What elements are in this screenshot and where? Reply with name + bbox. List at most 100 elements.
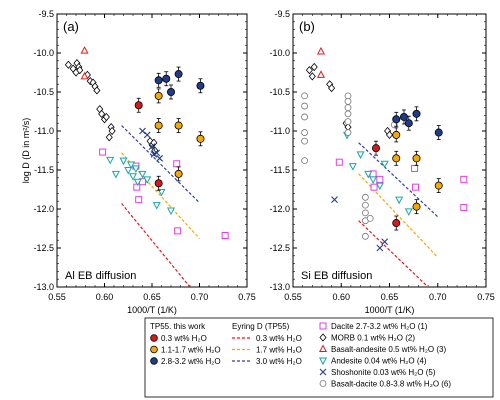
legend-this-work-label: 2.8-3.2 wt% H₂O	[161, 357, 221, 366]
x-axis-label: 1000/T (1/K)	[127, 305, 177, 315]
literature-point	[173, 160, 181, 168]
literature-point	[106, 156, 115, 165]
eyring-line	[358, 142, 439, 218]
literature-point	[361, 201, 369, 209]
literature-point	[221, 232, 229, 240]
legend-literature-label: Basalt-andesite 0.5 wt% H₂O (3)	[331, 345, 446, 354]
this-work-point	[162, 74, 171, 83]
this-work-point	[174, 169, 183, 178]
panel-label: (a)	[63, 19, 79, 34]
literature-point	[301, 113, 308, 121]
legend-literature-marker	[318, 344, 328, 352]
literature-point	[135, 196, 143, 204]
x-tick-label: 0.65	[143, 292, 161, 302]
y-tick-label: -11.5	[270, 165, 290, 175]
literature-point	[361, 232, 369, 240]
literature-point	[301, 92, 308, 100]
literature-point	[411, 164, 419, 172]
literature-point	[331, 196, 338, 204]
literature-point	[305, 66, 313, 75]
this-work-point	[392, 154, 401, 163]
literature-point	[99, 148, 107, 156]
this-work-point	[399, 112, 408, 121]
y-tick-label: -13.0	[33, 282, 54, 292]
this-work-point	[134, 101, 143, 110]
literature-point	[366, 214, 374, 222]
literature-point	[148, 143, 156, 150]
literature-point	[376, 244, 384, 252]
legend-literature-label: Basalt-dacite 0.8-3.8 wt% H₂O (6)	[331, 380, 451, 389]
legend-this-work-title: TP55. this work	[150, 322, 206, 331]
legend-this-work-marker	[150, 345, 158, 354]
panel-b: 0.55 0.60 0.65 0.70 0.75 -9.5 -10.0 -10.5 -11.0 -…	[269, 9, 494, 315]
literature-point	[127, 161, 136, 170]
this-work-point	[434, 181, 443, 190]
literature-point	[316, 70, 326, 78]
literature-point	[174, 227, 182, 235]
literature-point	[412, 183, 420, 191]
legend-literature-marker	[318, 357, 328, 366]
literature-point	[335, 158, 343, 166]
y-tick-label: -10.0	[269, 48, 290, 58]
plot-frame	[292, 13, 487, 288]
this-work-point	[174, 70, 183, 79]
literature-point	[376, 175, 384, 183]
literature-point	[344, 104, 352, 111]
this-work-point	[154, 121, 163, 130]
literature-point	[310, 62, 318, 72]
literature-point	[133, 178, 142, 187]
literature-point	[308, 72, 316, 81]
literature-point	[375, 182, 384, 191]
this-work-point	[412, 154, 421, 163]
literature-point	[143, 176, 152, 184]
this-work-point	[412, 109, 421, 118]
literature-point	[356, 151, 365, 159]
y-tick-label: -9.5	[274, 9, 290, 19]
x-axis-label: 1000/T (1/K)	[365, 305, 415, 315]
literature-point	[301, 137, 308, 145]
literature-point	[460, 203, 468, 211]
literature-point	[381, 238, 389, 246]
literature-point	[344, 118, 352, 126]
this-work-point	[371, 144, 380, 153]
x-tick-label: 0.70	[429, 292, 447, 302]
literature-point	[328, 83, 336, 93]
y-tick-label: -10.0	[33, 48, 54, 58]
y-tick-label: -9.5	[38, 9, 54, 19]
x-tick-label: 0.60	[332, 292, 350, 302]
this-work-point	[392, 219, 401, 228]
this-work-point	[196, 134, 205, 143]
literature-point	[348, 163, 357, 171]
literature-point	[316, 46, 326, 55]
legend-literature-marker	[319, 322, 327, 330]
literature-point	[369, 176, 378, 184]
literature-point	[301, 102, 308, 110]
legend-this-work-label: 0.3 wt% H₂O	[161, 334, 207, 343]
literature-point	[108, 126, 116, 136]
this-work-point	[434, 128, 443, 137]
eyring-line	[121, 203, 191, 287]
y-tick-label: -12.0	[269, 204, 290, 214]
this-work-point	[392, 115, 401, 124]
legend-this-work-marker	[150, 334, 158, 342]
plot-area	[301, 46, 468, 287]
this-work-point	[412, 202, 421, 211]
y-tick-label: -12.0	[33, 204, 54, 214]
literature-point	[138, 170, 147, 179]
literature-point	[361, 193, 369, 201]
literature-point	[111, 170, 120, 179]
y-tick-label: -12.5	[33, 243, 54, 253]
literature-point	[93, 86, 101, 95]
literature-point	[370, 183, 378, 191]
legend-literature-marker	[319, 380, 327, 387]
y-tick-label: -11.0	[270, 126, 290, 136]
literature-point	[460, 175, 468, 183]
eyring-line	[358, 173, 439, 258]
eyring-line	[121, 152, 200, 240]
literature-point	[395, 196, 404, 205]
y-tick-label: -11.0	[34, 126, 54, 136]
legend-eyring-title: Eyring D (TP55)	[232, 322, 290, 331]
literature-point	[153, 149, 161, 157]
x-tick-label: 0.75	[477, 292, 495, 302]
